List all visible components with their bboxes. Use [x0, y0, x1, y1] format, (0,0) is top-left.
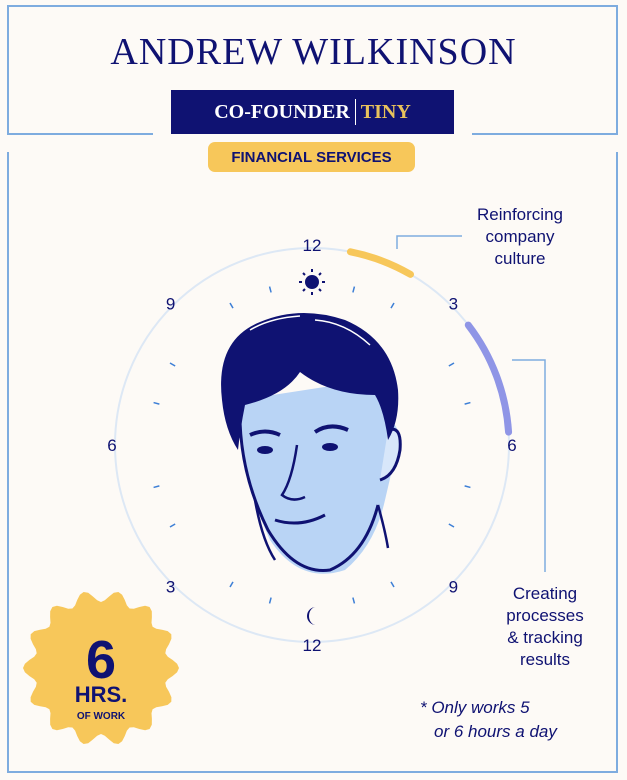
badge-caption: OF WORK — [77, 711, 126, 722]
annotation-line: processes — [506, 606, 584, 625]
clock-tick — [268, 597, 272, 604]
badge-number: 6 — [86, 630, 116, 690]
industry-badge: FINANCIAL SERVICES — [208, 142, 415, 172]
footnote: * Only works 5 or 6 hours a day — [420, 696, 557, 744]
clock-tick — [448, 523, 455, 528]
role-title: CO-FOUNDER — [214, 100, 350, 123]
clock-tick — [229, 581, 234, 588]
clock-tick — [464, 485, 471, 489]
clock-ticks — [153, 286, 471, 604]
clock-tick — [169, 362, 176, 367]
clock-label: 9 — [449, 577, 458, 596]
clock-tick — [153, 485, 160, 489]
moon-icon — [307, 607, 316, 625]
frame-bottom — [7, 771, 618, 773]
clock-label: 3 — [449, 295, 458, 314]
hours-badge-shape — [23, 592, 179, 744]
frame-right-lower — [616, 152, 618, 772]
activity-arc — [464, 321, 513, 436]
frame-mid-left — [7, 133, 153, 135]
clock-dial — [114, 247, 510, 643]
annotation-line: Reinforcing — [477, 205, 563, 224]
annotation-line: culture — [494, 249, 546, 268]
role-banner: CO-FOUNDER TINY — [171, 90, 454, 134]
clock-label: 3 — [166, 577, 175, 596]
clock-tick — [169, 523, 176, 528]
annotation-line: & tracking — [507, 628, 583, 647]
frame-mid-right — [472, 133, 618, 135]
footnote-line: or 6 hours a day — [434, 722, 557, 741]
annotation-line: results — [519, 650, 571, 669]
clock-tick — [390, 581, 395, 588]
frame-left-lower — [7, 152, 9, 772]
frame-right-upper — [616, 5, 618, 134]
clock-label: 12 — [303, 236, 322, 255]
frame-top — [7, 5, 618, 7]
activity-arc — [346, 248, 414, 278]
clock-tick — [352, 286, 356, 293]
clock-label: 9 — [166, 295, 175, 314]
company-name: TINY — [360, 100, 411, 123]
clock-tick — [448, 362, 455, 367]
clock-tick — [464, 401, 471, 405]
frame-left-upper — [7, 5, 9, 134]
clock-tick — [390, 302, 395, 309]
annotation-line: Creating — [512, 584, 578, 603]
sun-icon — [299, 269, 325, 295]
processes-annotation: Creating processes & tracking results — [480, 583, 610, 671]
clock-tick — [268, 286, 272, 293]
clock-tick — [229, 302, 234, 309]
portrait-illustration — [221, 312, 402, 574]
annotation-line: company — [485, 227, 555, 246]
clock-label: 12 — [303, 636, 322, 655]
processes-leader-line — [512, 359, 546, 572]
culture-leader-line — [396, 235, 462, 249]
culture-annotation: Reinforcing company culture — [455, 204, 585, 270]
badge-unit: HRS. — [75, 682, 128, 707]
clock-tick — [352, 597, 356, 604]
clock-label: 6 — [107, 436, 116, 455]
clock-labels: 12 3 6 9 12 3 6 9 — [107, 236, 516, 655]
person-name: ANDREW WILKINSON — [110, 31, 517, 73]
clock-label: 6 — [507, 436, 516, 455]
footnote-line: * Only works 5 — [420, 698, 530, 717]
activity-arcs — [346, 248, 513, 436]
clock-tick — [153, 401, 160, 405]
divider — [354, 99, 356, 125]
